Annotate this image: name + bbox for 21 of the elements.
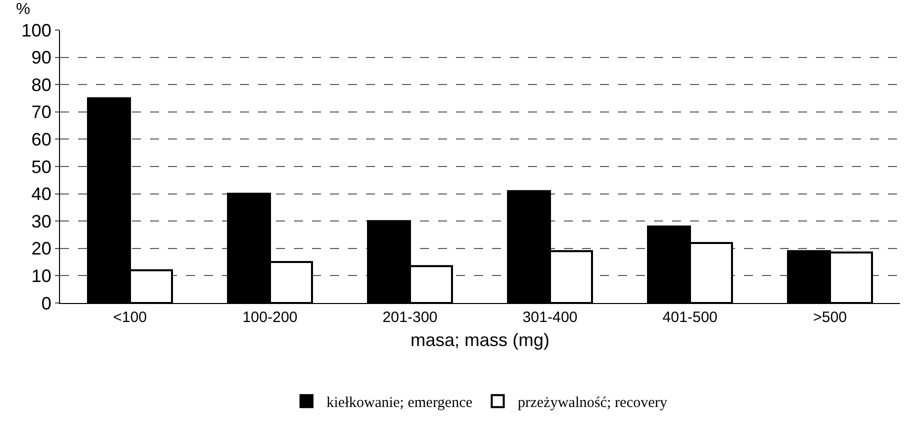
y-axis-title: % <box>16 1 30 18</box>
x-tick-label: 301-400 <box>522 309 578 326</box>
y-tick-label: 40 <box>31 184 52 204</box>
legend-label: kiełkowanie; emergence <box>326 395 473 411</box>
y-tick-label: 80 <box>31 74 52 95</box>
y-tick-label: 70 <box>31 102 52 122</box>
y-tick-label: 30 <box>31 211 52 232</box>
x-tick-label: 401-500 <box>662 309 718 326</box>
x-tick-label: 100-200 <box>242 309 298 326</box>
y-tick-label: 100 <box>21 20 52 40</box>
y-tick-label: 60 <box>31 130 52 150</box>
x-axis-title: masa; mass (mg) <box>410 330 550 350</box>
legend-label: przeżywalność; recovery <box>518 395 668 411</box>
x-tick-label: <100 <box>113 309 147 326</box>
y-tick-label: 90 <box>31 48 52 68</box>
x-tick-label: 201-300 <box>382 309 438 326</box>
x-tick-label: >500 <box>813 309 847 326</box>
y-tick-label: 10 <box>31 266 52 286</box>
y-tick-label: 20 <box>31 238 52 259</box>
y-tick-label: 50 <box>31 156 52 177</box>
y-tick-label: 0 <box>41 293 52 314</box>
